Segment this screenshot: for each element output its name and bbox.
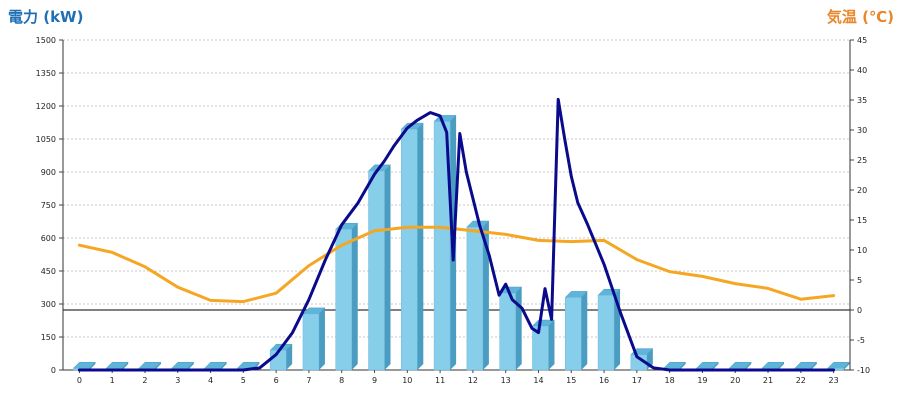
x-tick-label: 2 bbox=[142, 376, 147, 385]
x-tick-label: 13 bbox=[501, 376, 511, 385]
y-right-tick-label: 45 bbox=[857, 36, 867, 45]
bar-side bbox=[548, 320, 555, 370]
x-tick-label: 14 bbox=[533, 376, 543, 385]
y-right-tick-label: 0 bbox=[857, 306, 862, 315]
x-tick-label: 22 bbox=[796, 376, 806, 385]
bar bbox=[302, 313, 320, 371]
bar-side bbox=[843, 362, 850, 370]
x-tick-label: 8 bbox=[339, 376, 344, 385]
y-left-tick-label: 900 bbox=[41, 168, 56, 177]
y-right-tick-label: 15 bbox=[857, 216, 867, 225]
bar-side bbox=[810, 362, 817, 370]
bar bbox=[335, 228, 352, 371]
bar bbox=[565, 297, 582, 371]
y-left-tick-label: 1200 bbox=[36, 102, 56, 111]
y-right-tick-label: 30 bbox=[857, 126, 867, 135]
x-tick-label: 5 bbox=[241, 376, 246, 385]
y-right-tick-label: 20 bbox=[857, 186, 867, 195]
bar-side bbox=[89, 362, 96, 370]
bar-top bbox=[794, 361, 818, 369]
bar bbox=[499, 292, 516, 371]
y-right-tick-label: 35 bbox=[857, 96, 867, 105]
bar-side bbox=[154, 362, 161, 370]
bar-top bbox=[203, 361, 228, 369]
x-tick-label: 17 bbox=[632, 376, 642, 385]
x-tick-label: 1 bbox=[110, 376, 115, 385]
y-left-tick-label: 1350 bbox=[36, 69, 56, 78]
temperature-line bbox=[77, 225, 836, 304]
bar-side bbox=[712, 362, 719, 370]
bar-side bbox=[318, 307, 325, 370]
x-tick-label: 10 bbox=[402, 376, 412, 385]
x-tick-label: 15 bbox=[566, 376, 576, 385]
bar-top bbox=[827, 361, 851, 369]
y-right-tick-label: 25 bbox=[857, 156, 867, 165]
right-axis-title: 気温 (℃) bbox=[826, 8, 894, 26]
x-tick-label: 21 bbox=[763, 376, 773, 385]
y-left-tick-label: 300 bbox=[41, 300, 56, 309]
x-tick-label: 3 bbox=[175, 376, 180, 385]
bar-side bbox=[581, 291, 588, 370]
x-tick-label: 7 bbox=[306, 376, 311, 385]
bar bbox=[466, 226, 484, 371]
bar-top bbox=[761, 361, 785, 369]
bar-side bbox=[417, 123, 424, 370]
x-tick-label: 18 bbox=[665, 376, 675, 385]
bar-top bbox=[728, 361, 752, 369]
bar-side bbox=[286, 344, 293, 370]
left-axis-title: 電力 (kW) bbox=[8, 8, 84, 26]
bar-side bbox=[679, 362, 686, 370]
y-right-tick-label: 40 bbox=[857, 66, 867, 75]
bar-side bbox=[122, 362, 129, 370]
bar-top bbox=[105, 361, 129, 369]
y-left-tick-label: 450 bbox=[41, 267, 56, 276]
y-right-tick-label: -5 bbox=[857, 336, 865, 345]
bar-side bbox=[384, 164, 391, 370]
bar-side bbox=[351, 223, 358, 370]
bar-side bbox=[482, 221, 489, 370]
x-tick-label: 12 bbox=[468, 376, 478, 385]
x-tick-label: 4 bbox=[208, 376, 213, 385]
bar-side bbox=[187, 362, 194, 370]
bar bbox=[532, 325, 549, 371]
y-right-tick-label: -10 bbox=[857, 366, 870, 375]
bar-top bbox=[695, 361, 720, 369]
x-tick-label: 6 bbox=[274, 376, 279, 385]
y-right-tick-label: 5 bbox=[857, 276, 862, 285]
bar bbox=[368, 170, 385, 371]
bar-top bbox=[171, 361, 195, 369]
y-left-tick-label: 600 bbox=[41, 234, 56, 243]
x-tick-label: 23 bbox=[829, 376, 839, 385]
bar-side bbox=[745, 362, 752, 370]
x-tick-label: 19 bbox=[697, 376, 707, 385]
x-tick-label: 9 bbox=[372, 376, 377, 385]
bar-top bbox=[138, 361, 162, 369]
x-tick-label: 16 bbox=[599, 376, 609, 385]
y-left-tick-label: 150 bbox=[41, 333, 56, 342]
bar-side bbox=[515, 287, 522, 370]
bar-side bbox=[220, 362, 227, 370]
bar-side bbox=[778, 362, 785, 370]
x-tick-label: 20 bbox=[730, 376, 740, 385]
x-tick-label: 11 bbox=[435, 376, 445, 385]
y-left-tick-label: 750 bbox=[41, 201, 56, 210]
power-line bbox=[77, 97, 836, 372]
y-right-tick-label: 10 bbox=[857, 246, 867, 255]
bar bbox=[401, 128, 418, 371]
bar-top bbox=[663, 361, 687, 369]
bar-top bbox=[72, 361, 96, 369]
x-tick-label: 0 bbox=[77, 376, 82, 385]
y-left-tick-label: 1050 bbox=[36, 135, 56, 144]
y-left-tick-label: 0 bbox=[51, 366, 56, 375]
bar bbox=[597, 294, 615, 371]
y-left-tick-label: 1500 bbox=[36, 36, 56, 45]
